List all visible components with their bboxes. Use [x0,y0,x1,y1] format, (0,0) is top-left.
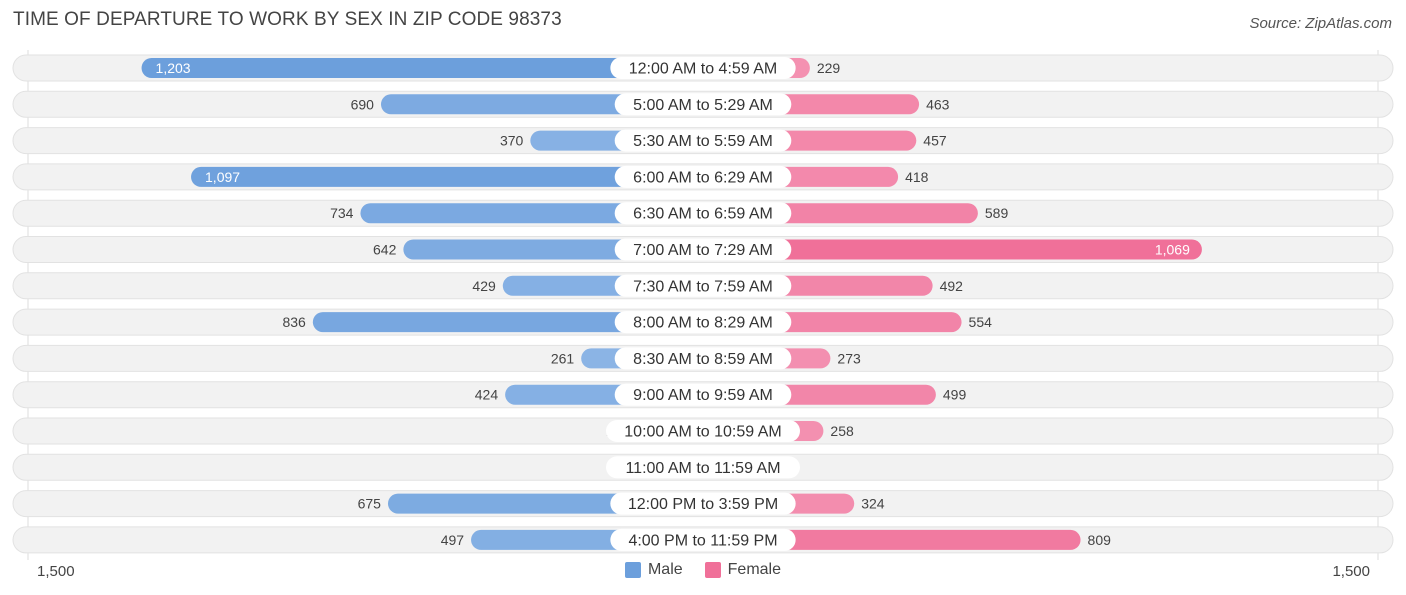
category-label: 4:00 PM to 11:59 PM [628,532,777,549]
chart-title: TIME OF DEPARTURE TO WORK BY SEX IN ZIP … [13,9,562,30]
category-label: 5:00 AM to 5:29 AM [633,97,773,114]
chart-canvas: 1,203 229 12:00 AM to 4:59 AM 690 463 5:00 AM… [12,50,1394,560]
category-label: 6:00 AM to 6:29 AM [633,169,773,186]
category-label: 8:30 AM to 8:59 AM [633,351,773,368]
category-pill [610,492,796,515]
female-value-label: 457 [923,133,947,149]
source-note: Source: ZipAtlas.com [1249,15,1392,32]
category-label: 7:00 AM to 7:29 AM [633,242,773,259]
female-value-label: 809 [1088,532,1112,548]
male-value-label: 497 [441,532,465,548]
category-label: 9:00 AM to 9:59 AM [633,387,773,404]
category-pill [614,383,792,406]
category-pill [610,57,796,79]
male-bar [141,58,703,78]
category-label: 11:00 AM to 11:59 AM [625,460,780,477]
legend-swatch-male [624,562,641,578]
male-value-label: 1,203 [156,60,191,76]
male-value-label: 424 [475,387,499,403]
male-value-label: 675 [358,496,382,512]
legend: Male Female [0,561,1406,579]
male-bar [191,166,704,187]
category-label: 8:00 AM to 8:29 AM [633,315,773,332]
male-value-label: 734 [330,205,354,221]
female-value-label: 499 [943,387,967,403]
male-value-label: 1,097 [205,169,240,185]
female-value-label: 463 [926,96,950,112]
female-value-label: 492 [940,278,964,294]
category-pill [614,93,792,116]
category-label: 10:00 AM to 10:59 AM [624,424,781,441]
male-value-label: 690 [351,96,375,112]
female-bar [703,529,1081,550]
male-value-label: 836 [282,314,306,330]
category-pill [614,238,792,261]
legend-label-male: Male [647,561,683,578]
axis-right-label: 1,500 [1332,563,1370,580]
female-value-label: 1,069 [1155,242,1190,258]
female-value-label: 324 [861,496,885,512]
male-value-label: 642 [373,242,397,258]
category-label: 7:30 AM to 7:59 AM [633,278,773,295]
category-pill [614,274,792,297]
category-pill [614,347,792,370]
female-value-label: 258 [830,423,854,439]
category-label: 6:30 AM to 6:59 AM [633,206,773,223]
category-pill [610,528,796,551]
female-value-label: 589 [985,205,1009,221]
category-label: 12:00 PM to 3:59 PM [628,496,778,513]
category-pill [606,420,800,442]
legend-swatch-female [704,562,721,578]
female-value-label: 418 [905,169,929,185]
category-pill [614,311,792,334]
axis-left-label: 1,500 [37,563,75,580]
male-value-label: 261 [551,350,575,366]
category-pill [606,456,800,479]
male-value-label: 370 [500,133,524,149]
female-bar [703,239,1202,260]
category-pill [614,202,792,225]
category-label: 12:00 AM to 4:59 AM [629,61,778,78]
male-value-label: 429 [472,278,496,294]
female-value-label: 273 [837,350,861,366]
male-bar [312,312,703,333]
female-value-label: 229 [817,60,841,76]
category-pill [614,129,792,152]
legend-label-female: Female [727,561,782,578]
legend-item-male[interactable]: Male [624,561,683,579]
female-value-label: 554 [969,314,993,330]
category-pill [614,165,792,188]
category-label: 5:30 AM to 5:59 AM [633,133,773,150]
legend-item-female[interactable]: Female [704,561,782,579]
